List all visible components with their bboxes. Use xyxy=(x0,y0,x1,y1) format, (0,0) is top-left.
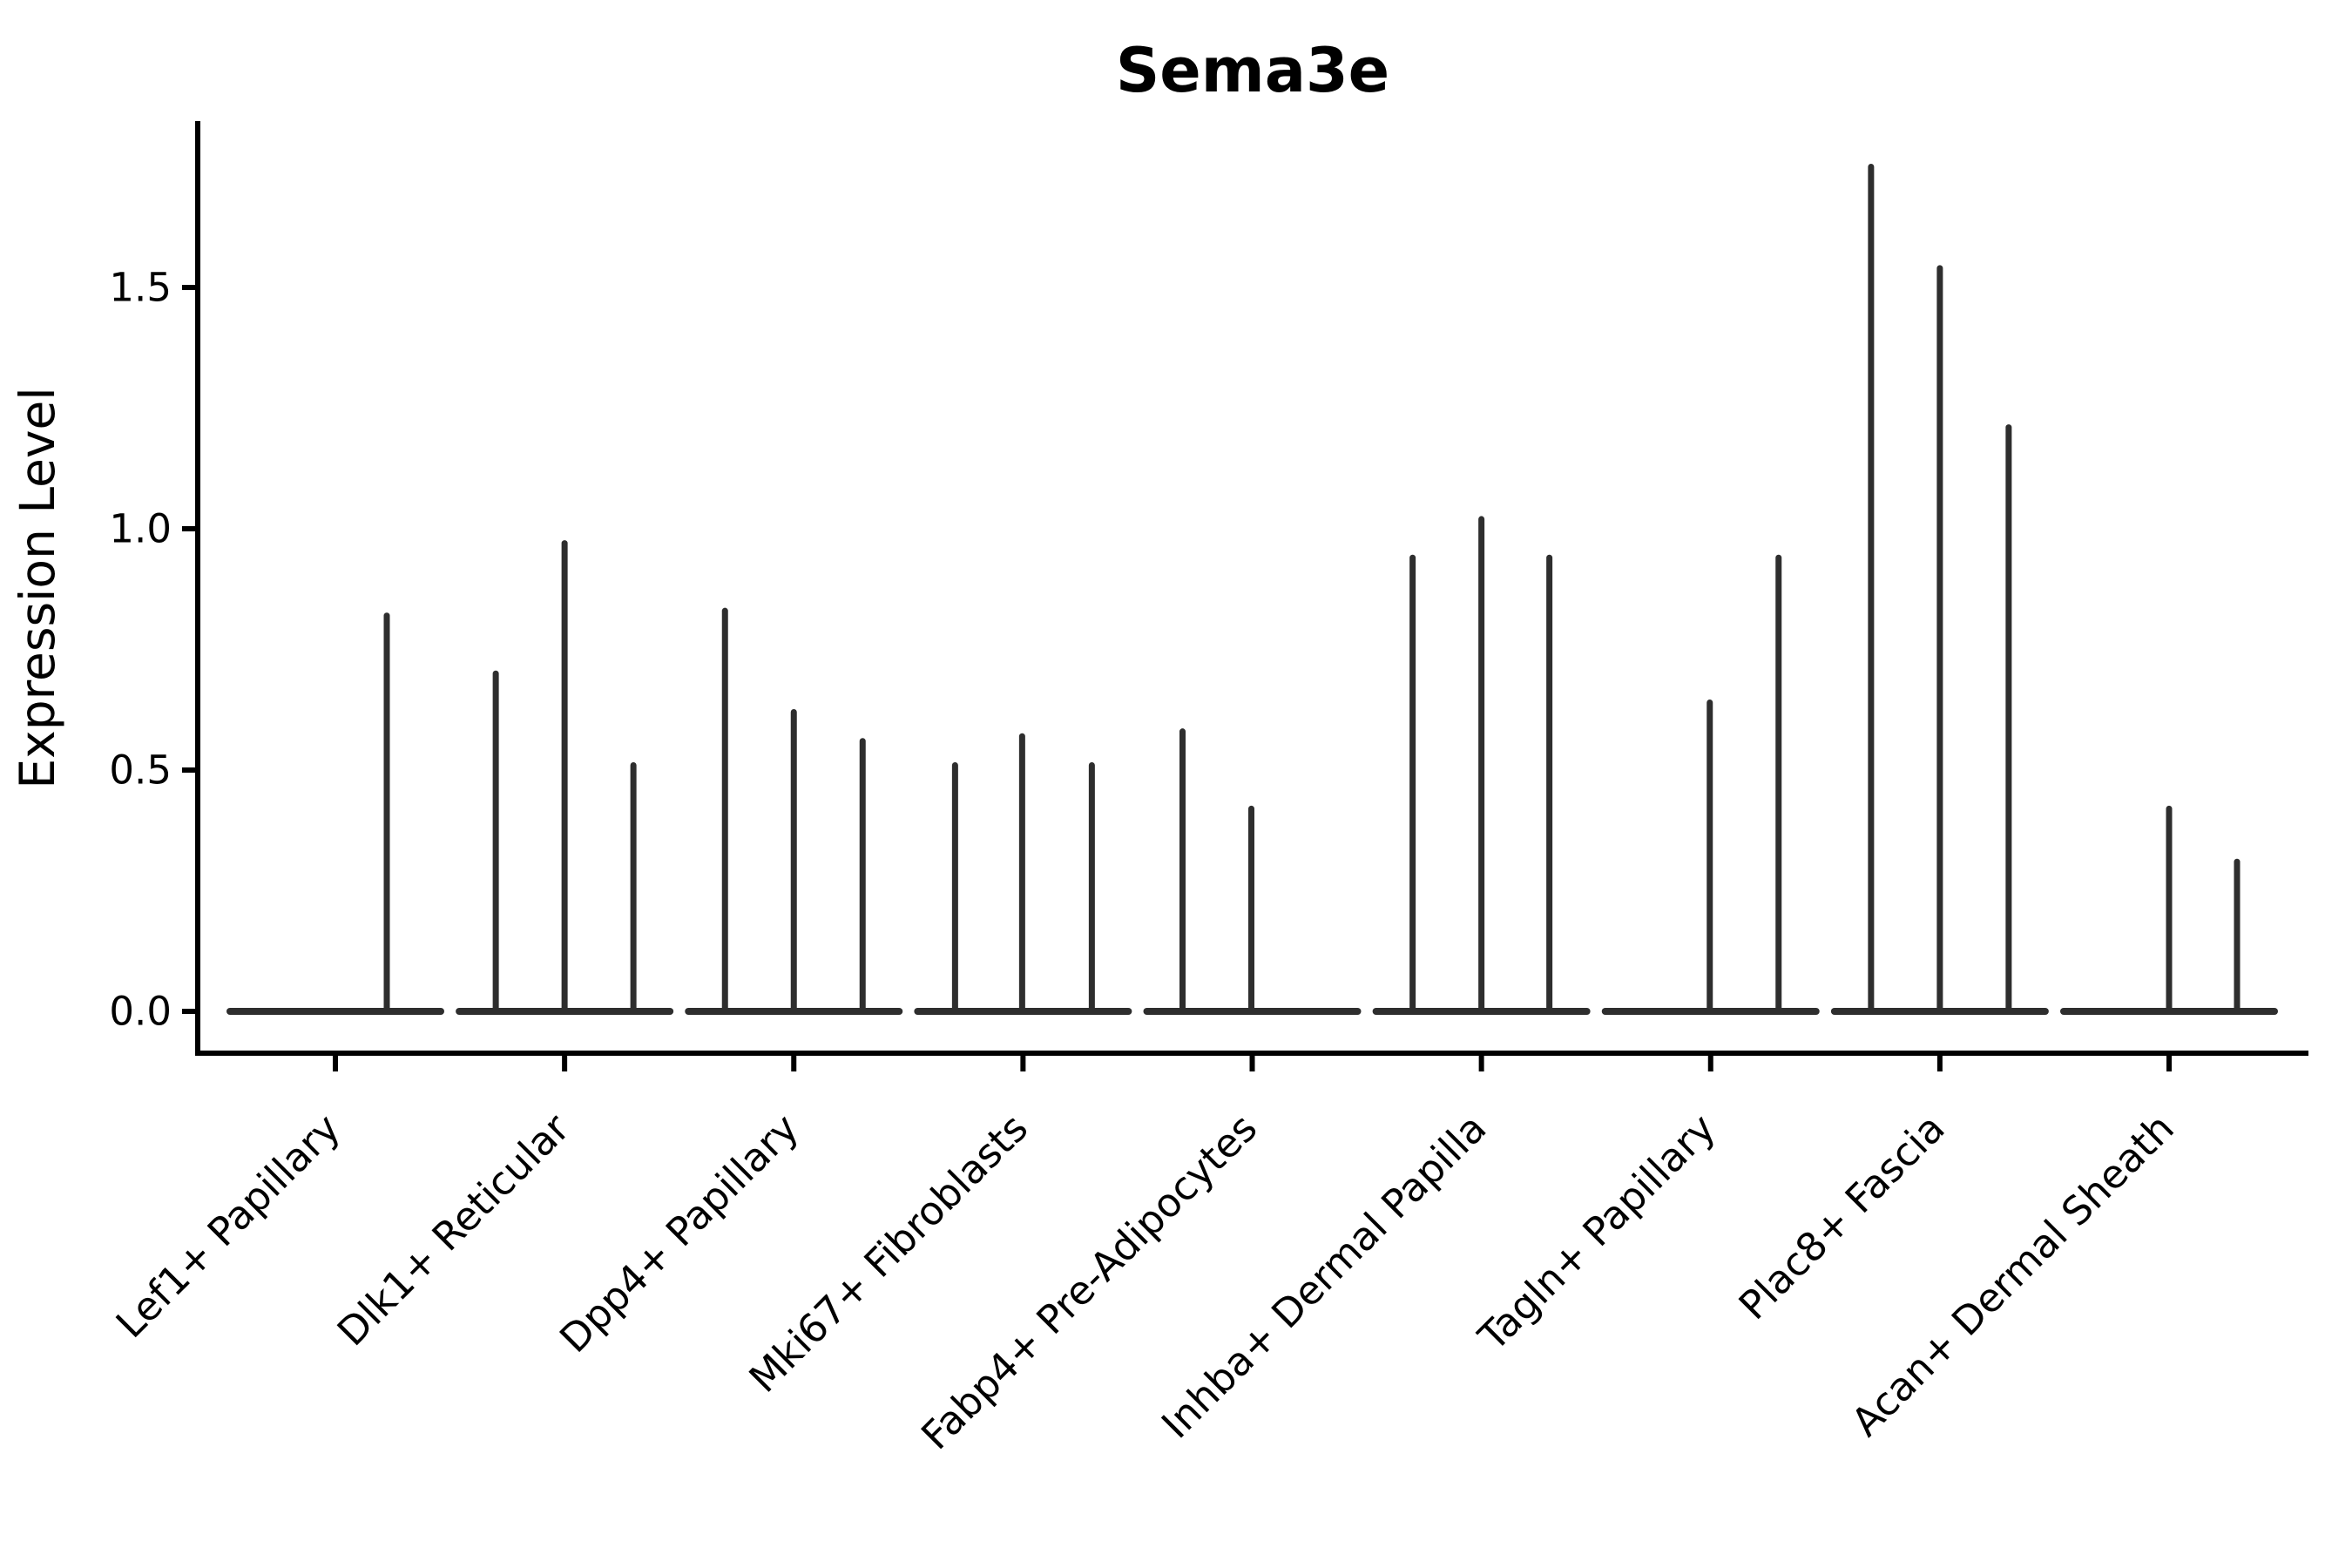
y-axis-label: Expression Level xyxy=(10,387,65,788)
violin-group xyxy=(1601,554,1820,1015)
x-tick-label: Dpp4+ Papillary xyxy=(551,1105,808,1362)
y-tick-label: 1.0 xyxy=(109,506,172,552)
y-tick-label: 0.0 xyxy=(109,989,172,1035)
violin-group xyxy=(1830,164,2049,1015)
violin-group xyxy=(1372,516,1591,1015)
y-tick-label: 1.5 xyxy=(109,265,172,311)
x-tick-label: Plac8+ Fascia xyxy=(1730,1105,1954,1328)
violin-group xyxy=(914,733,1132,1015)
violin-group xyxy=(226,612,444,1015)
x-tick-label: Tagln+ Papillary xyxy=(1469,1105,1724,1360)
violins-layer xyxy=(226,164,2278,1015)
violin-group xyxy=(456,540,674,1015)
violin-group xyxy=(2060,805,2278,1015)
x-tick-label: Dlk1+ Reticular xyxy=(328,1105,578,1355)
violin-group xyxy=(685,607,903,1015)
x-tick-label: Lef1+ Papillary xyxy=(107,1105,349,1347)
y-tick-label: 0.5 xyxy=(109,747,172,794)
chart-title: Sema3e xyxy=(1116,35,1389,106)
violin-group xyxy=(1143,728,1362,1015)
y-axis-ticks: 0.0 0.5 1.0 1.5 xyxy=(109,265,198,1035)
